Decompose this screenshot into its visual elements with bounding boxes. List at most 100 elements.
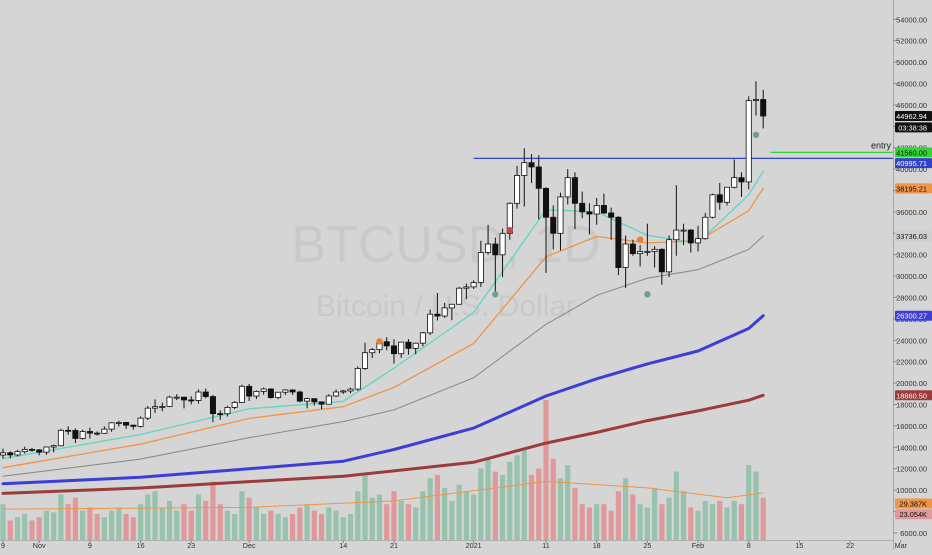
price-tick-label: 32000.00 [896, 251, 927, 260]
candle-body [36, 449, 43, 453]
ma-maroon-label: 18860.50 [896, 391, 927, 400]
watermark-name: Bitcoin / U.S. Dollar [316, 290, 576, 323]
candle [687, 229, 694, 253]
candle-body [398, 341, 405, 355]
ma-blue-line [1, 314, 765, 486]
ma-maroon-line [1, 393, 765, 495]
candle [485, 224, 492, 255]
candle [629, 239, 636, 256]
time-tick-label: 25 [643, 541, 651, 550]
candle-body [253, 391, 260, 397]
candle [383, 337, 390, 351]
volume-bar [753, 471, 759, 540]
candle [752, 81, 759, 116]
candle-body [557, 196, 564, 234]
candle [253, 390, 260, 400]
signal-dot [644, 291, 651, 298]
candle [731, 159, 738, 189]
volume-bar [456, 484, 462, 540]
volume-bar [376, 494, 383, 540]
candle [36, 449, 43, 456]
candle [615, 216, 622, 276]
price-tick-label: 24000.00 [896, 336, 927, 345]
volume-bars [0, 400, 766, 540]
time-tick-label: 8 [747, 541, 751, 550]
ma-gray-label-bg [895, 231, 932, 242]
resistance-label-bg [895, 158, 932, 169]
volume-bar [536, 468, 542, 540]
candle [86, 427, 93, 439]
candle [130, 424, 137, 430]
candle-body [231, 402, 238, 408]
candle [492, 237, 499, 297]
candle [318, 401, 325, 410]
volume-bar [637, 504, 643, 540]
volume-bar [644, 507, 650, 540]
volume-bar [145, 494, 151, 540]
ma-gray-label: 33736.03 [896, 232, 927, 241]
candle-body [600, 205, 607, 214]
volume-bar [14, 517, 21, 540]
volume-bar [355, 491, 361, 540]
candle [123, 421, 130, 429]
candle-body [760, 99, 767, 117]
time-tick-label: 14 [339, 541, 347, 550]
time-axis[interactable]: 9 Nov 9 16 23 Dec 14 21 2021 11 18 25 Feb 8 15 22 Mar [0, 540, 908, 550]
volume-bar [101, 517, 107, 540]
candle [340, 390, 347, 394]
candle-body [535, 166, 542, 189]
candle-body [166, 396, 173, 407]
volume-bar [608, 510, 614, 540]
volume-bar [738, 504, 745, 540]
volume-bar [261, 513, 267, 540]
candle [108, 422, 115, 432]
candle-body [289, 389, 296, 393]
volume-bar [601, 504, 607, 540]
candle [658, 248, 665, 285]
candle-body [579, 202, 586, 213]
countdown-label-bg [895, 122, 932, 133]
volume-bar [116, 507, 122, 540]
candle [390, 339, 397, 364]
time-tick-label: 22 [846, 541, 854, 550]
volume-bar [311, 510, 317, 540]
volume-bar [659, 504, 665, 540]
candle-body [123, 421, 130, 426]
candle-body [152, 406, 159, 409]
volume-bar [58, 494, 64, 540]
candle-body [658, 248, 665, 273]
volume-bar [210, 481, 216, 540]
last-price-label: 44962.94 [896, 112, 927, 121]
ma-orange-label-bg [895, 183, 932, 194]
volume-bar [572, 487, 578, 540]
candle [557, 192, 564, 251]
volume-bar [499, 474, 506, 540]
volume-bar [717, 500, 723, 540]
candle [398, 341, 405, 358]
volume-bar [80, 510, 86, 540]
candle-body [21, 448, 28, 453]
candle [593, 197, 600, 225]
candle [28, 447, 35, 452]
volume-bar [688, 507, 694, 540]
candle [166, 395, 173, 408]
signal-dot [492, 291, 499, 298]
time-tick-label: 23 [187, 541, 195, 550]
volume-bar [724, 507, 730, 540]
volume-bar [586, 507, 593, 540]
volume-bar [565, 465, 571, 540]
candle-body [571, 177, 578, 204]
volume-bar [673, 471, 679, 540]
candle [333, 389, 340, 397]
entry-label: 41560.00 [896, 148, 927, 157]
signal-dot [636, 236, 644, 243]
candle [745, 96, 752, 190]
price-axis[interactable]: 6000.008000.0010000.0012000.0014000.0016… [893, 0, 932, 550]
candle-body [745, 100, 752, 183]
volume-bar [72, 497, 78, 540]
candle-body [456, 287, 463, 305]
price-tick-label: 22000.00 [896, 358, 927, 367]
ma-blue-label-bg [895, 310, 932, 321]
